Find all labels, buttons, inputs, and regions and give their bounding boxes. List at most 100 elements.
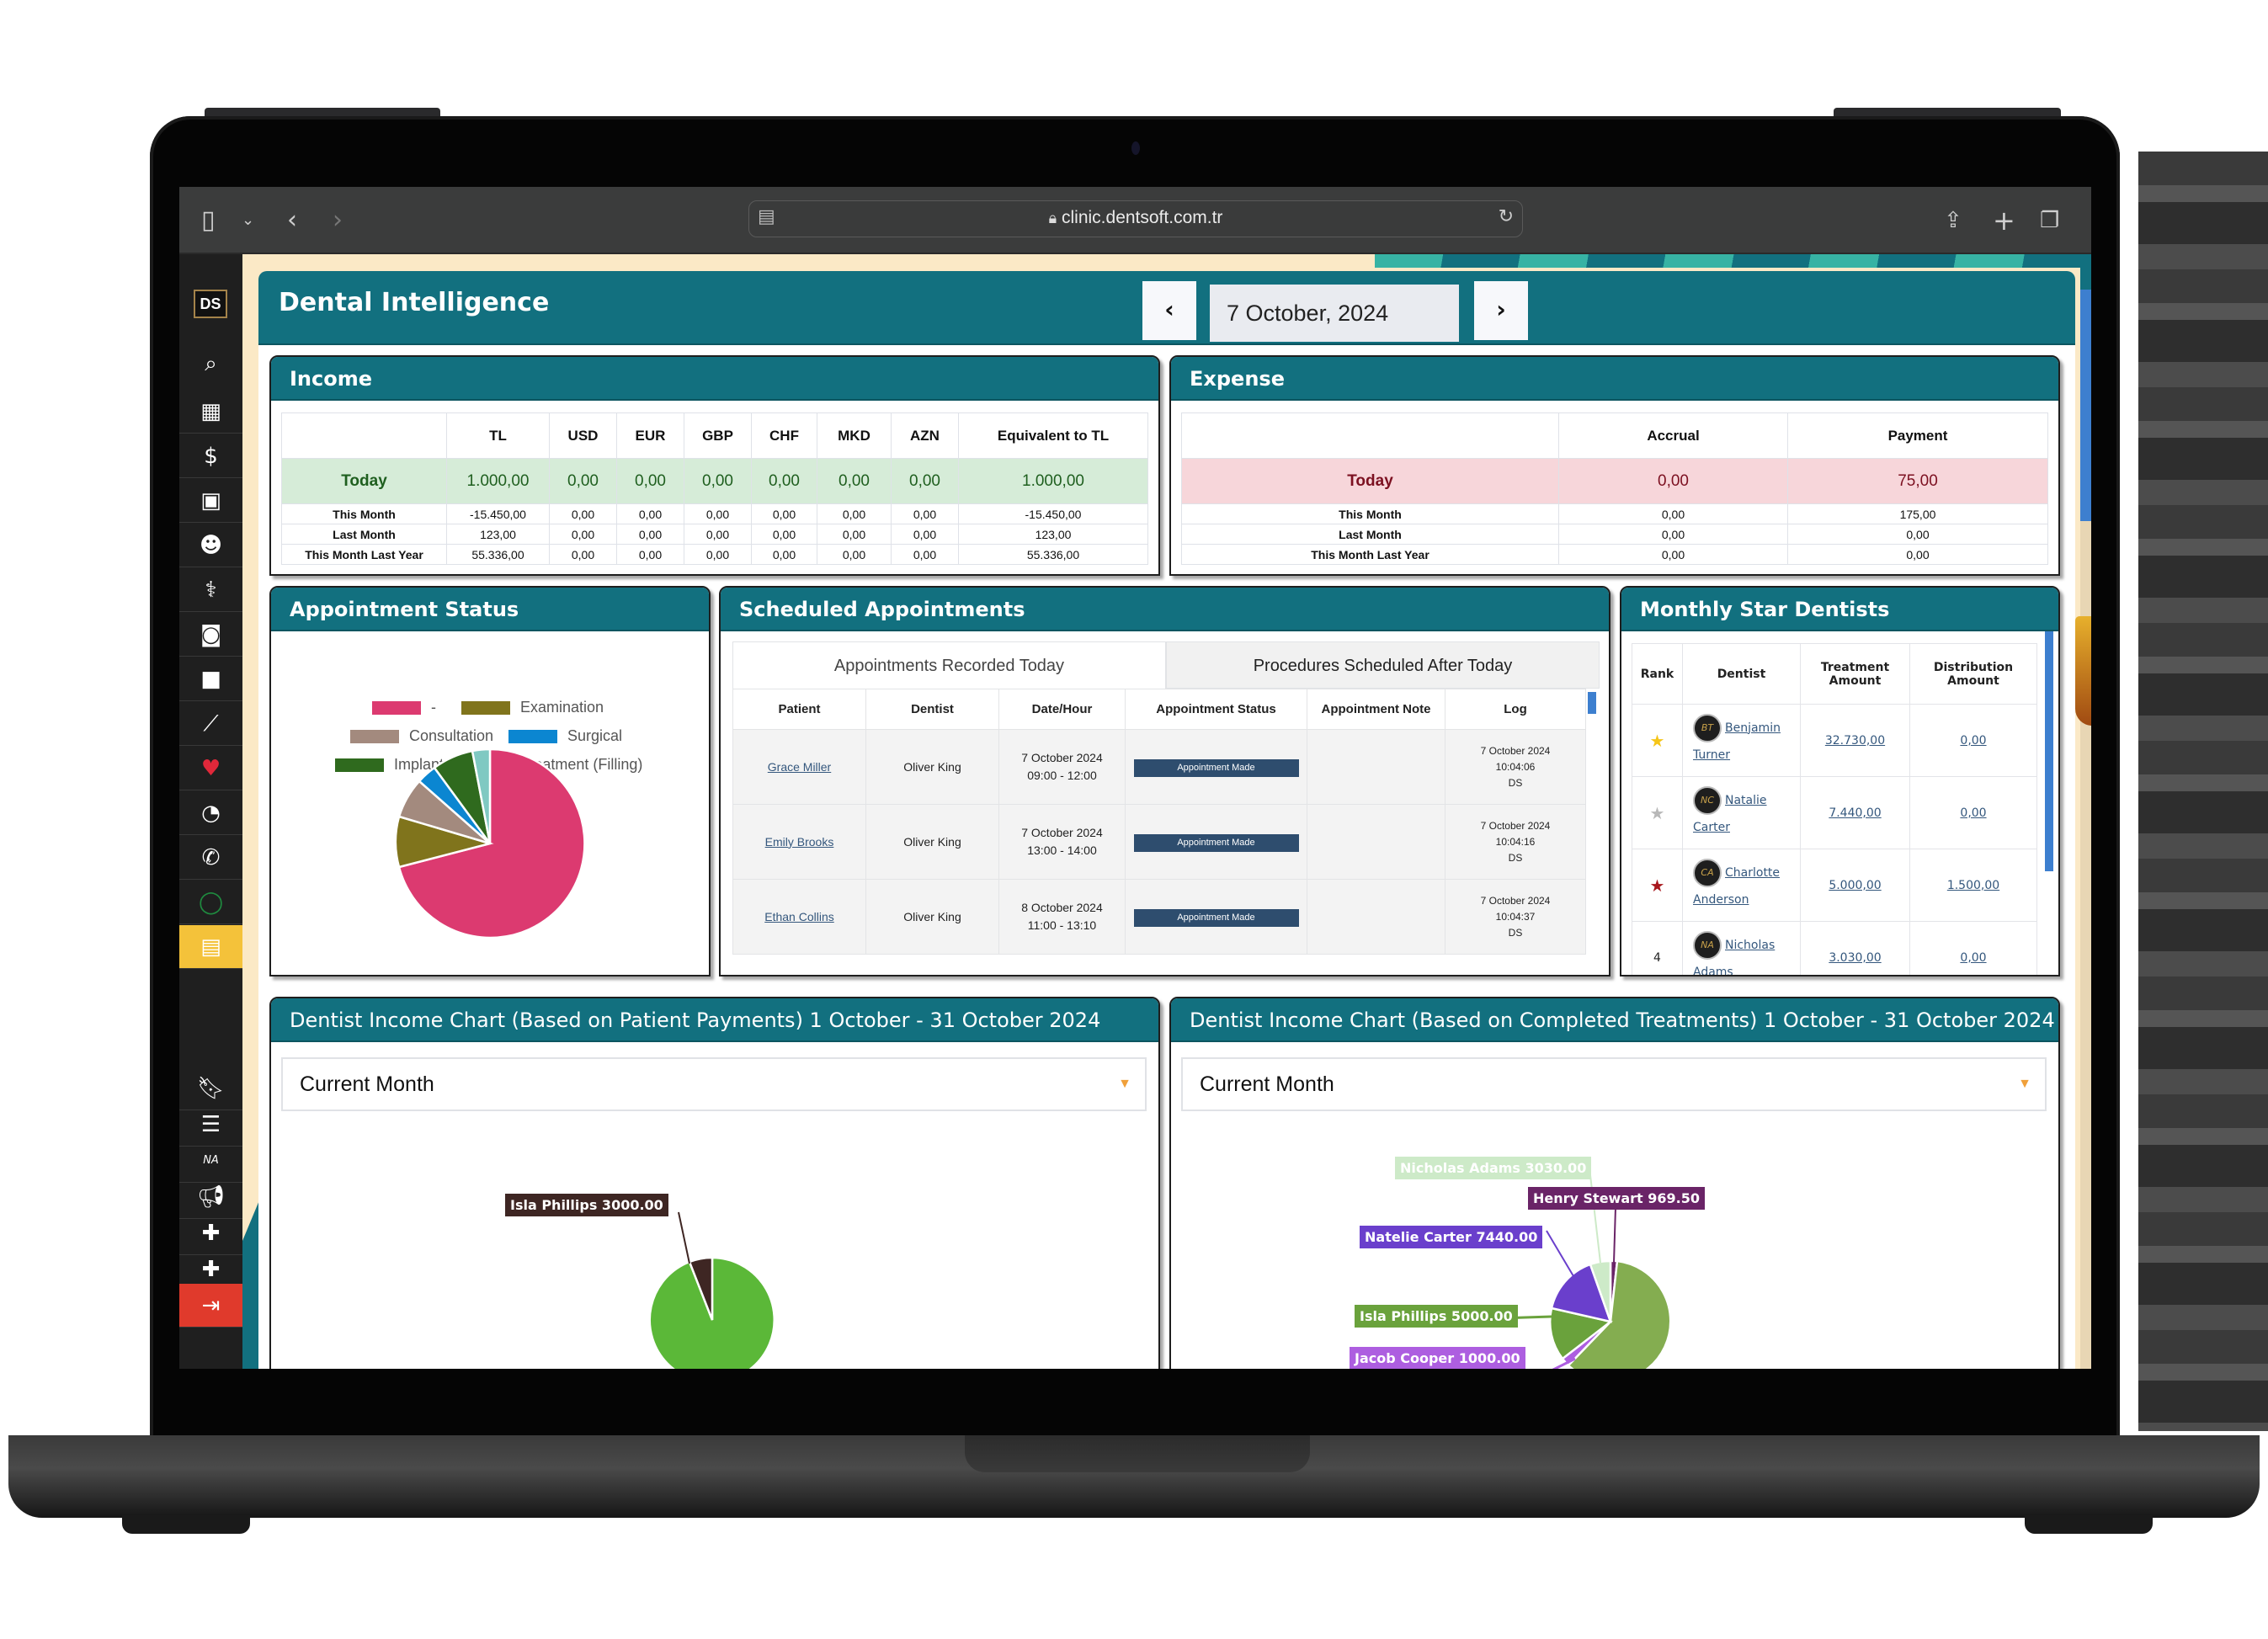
legend-item[interactable]: Examination	[461, 699, 604, 716]
legend-item[interactable]: Consultation	[350, 727, 493, 745]
logout-icon[interactable]: ⇥	[179, 1284, 242, 1328]
star-dentists-panel: Monthly Star Dentists Rank Dentist Treat…	[1620, 586, 2060, 976]
back-icon[interactable]: ‹	[287, 205, 297, 235]
tab-appointments-recorded-today[interactable]: Appointments Recorded Today	[732, 641, 1166, 689]
date-picker[interactable]: 7 October, 2024	[1210, 285, 1459, 342]
app-logo[interactable]: DS	[194, 290, 227, 318]
cell: 0,00	[1558, 544, 1788, 565]
prev-date-button[interactable]: ‹	[1142, 281, 1196, 340]
share-icon[interactable]: ⇪	[1944, 208, 1962, 233]
chart-data-label: Isla Phillips 5000.00	[1355, 1305, 1518, 1328]
chevron-down-icon[interactable]: ⌄	[242, 211, 255, 229]
dentist-link[interactable]: Benjamin Turner	[1693, 721, 1781, 762]
webcam	[1131, 141, 1140, 155]
cell: 0,00	[684, 458, 752, 504]
background-strip	[2138, 152, 2268, 1431]
video-icon[interactable]: ■	[179, 657, 242, 701]
expense-table: Accrual Payment Today 0,00 75,00 This Mo…	[1181, 412, 2048, 565]
cell: 0,00	[891, 503, 959, 524]
treatment-amount-link[interactable]: 32.730,00	[1824, 733, 1886, 748]
avatar: NA	[1693, 930, 1722, 960]
page-title: Dental Intelligence	[279, 288, 550, 317]
reload-icon[interactable]: ↻	[1498, 206, 1514, 227]
distribution-amount-link[interactable]: 0,00	[1960, 950, 1987, 965]
column-header: Log	[1445, 689, 1586, 730]
income-chart-payments-panel: Dentist Income Chart (Based on Patient P…	[269, 997, 1160, 1369]
rank-silver-star-icon: ★	[1632, 776, 1683, 849]
tabs-overview-icon[interactable]: ❐	[2040, 208, 2060, 233]
cell: 0,00	[891, 458, 959, 504]
note-cell	[1307, 729, 1445, 805]
period-select[interactable]: Current Month ▼	[281, 1057, 1147, 1111]
table-row: Last Month 0,00 0,00	[1181, 524, 2048, 545]
phone-icon[interactable]: ✆	[179, 836, 242, 880]
payments-icon[interactable]: $	[179, 434, 242, 478]
row-label: Today	[281, 458, 447, 504]
new-tab-icon[interactable]: +	[1993, 205, 2015, 237]
dashboard-gauge-icon[interactable]: ◔	[179, 791, 242, 835]
distribution-amount-link[interactable]: 1.500,00	[1946, 878, 2000, 892]
distribution-amount-link[interactable]: 0,00	[1960, 733, 1987, 748]
cell: 0,00	[817, 544, 892, 565]
dentist-link[interactable]: Nicholas Adams	[1693, 938, 1776, 976]
dropdown-caret-icon: ▼	[1118, 1077, 1131, 1091]
distribution-amount-link[interactable]: 0,00	[1960, 806, 1987, 820]
column-header: CHF	[751, 412, 817, 459]
table-row: Ethan Collins Oliver King 8 October 2024…	[732, 879, 1586, 955]
camera-icon[interactable]: ◙	[179, 613, 242, 657]
period-select[interactable]: Current Month ▼	[1181, 1057, 2047, 1111]
legend-item[interactable]: Surgical	[508, 727, 622, 745]
forward-icon[interactable]: ›	[333, 205, 343, 235]
patient-link[interactable]: Grace Miller	[767, 759, 832, 774]
health-app-icon[interactable]: ♥	[179, 747, 242, 790]
cell: 0,00	[549, 544, 617, 565]
patient-link[interactable]: Ethan Collins	[764, 909, 834, 923]
profile-avatar[interactable]: NA	[179, 1139, 242, 1183]
calendar-icon[interactable]: ▦	[179, 390, 242, 434]
cell: 0,00	[549, 503, 617, 524]
whatsapp-icon[interactable]: ◯	[179, 881, 242, 924]
sidebar-toggle-icon[interactable]: ▯	[201, 205, 216, 235]
task-list-icon[interactable]: ☰	[179, 1103, 242, 1147]
legend-item[interactable]: Implant	[335, 756, 444, 774]
dentist-link[interactable]: Charlotte Anderson	[1693, 865, 1781, 907]
table-row: ★ BT Benjamin Turner 32.730,00 0,00	[1632, 704, 2037, 777]
log-cell: 7 October 2024 10:04:16 DS	[1445, 804, 1586, 880]
treatment-amount-link[interactable]: 3.030,00	[1829, 950, 1882, 965]
table-row: This Month Last Year 0,00 0,00	[1181, 544, 2048, 565]
reports-chart-icon[interactable]: ⟋	[179, 702, 242, 746]
treatment-amount-link[interactable]: 7.440,00	[1829, 806, 1882, 820]
tab-procedures-scheduled-after-today[interactable]: Procedures Scheduled After Today	[1166, 641, 1600, 689]
doctor-icon[interactable]: ⚕	[179, 568, 242, 612]
avatar: CA	[1693, 858, 1722, 887]
patients-icon[interactable]: ☻	[179, 524, 242, 567]
next-date-button[interactable]: ›	[1474, 281, 1528, 340]
laptop-foot-right	[2025, 1515, 2153, 1534]
column-header: Dentist	[1682, 643, 1801, 705]
add-care-icon[interactable]: ✚	[179, 1211, 242, 1255]
bookmark-icon[interactable]: 🔖︎	[179, 1067, 242, 1110]
reader-icon[interactable]: ▤	[758, 206, 775, 227]
dentist-cell: Oliver King	[865, 804, 999, 880]
treatment-amount-link[interactable]: 5.000,00	[1829, 878, 1882, 892]
panel-scrollbar[interactable]	[2045, 631, 2053, 871]
dental-intelligence-icon[interactable]: ▤	[179, 925, 242, 969]
search-icon[interactable]: ⌕	[205, 351, 217, 376]
table-row: This Month -15.450,00 0,00 0,00 0,00 0,0…	[281, 503, 1148, 524]
note-cell	[1307, 879, 1445, 955]
row-label: This Month Last Year	[281, 544, 447, 565]
table-row: Today 1.000,00 0,00 0,00 0,00 0,00 0,00 …	[281, 458, 1148, 504]
table-row: Grace Miller Oliver King 7 October 2024 0…	[732, 729, 1586, 805]
laptop-notch	[965, 1435, 1310, 1472]
patient-link[interactable]: Emily Brooks	[764, 834, 834, 849]
table-scrollbar[interactable]	[1588, 692, 1596, 714]
address-bar[interactable]: ▤ 🔒︎ clinic.dentsoft.com.tr ↻	[748, 200, 1523, 237]
cell: -15.450,00	[446, 503, 550, 524]
table-row: 4 NA Nicholas Adams 3.030,00 0,00	[1632, 921, 2037, 976]
column-header: Patient	[732, 689, 866, 730]
date-cell: 7 October 2024 13:00 - 14:00	[998, 804, 1126, 880]
inventory-icon[interactable]: ▣	[179, 479, 242, 523]
announcements-icon[interactable]: 📢︎	[179, 1175, 242, 1219]
legend-item[interactable]: -	[372, 699, 436, 716]
dentist-link[interactable]: Natalie Carter	[1693, 793, 1767, 834]
